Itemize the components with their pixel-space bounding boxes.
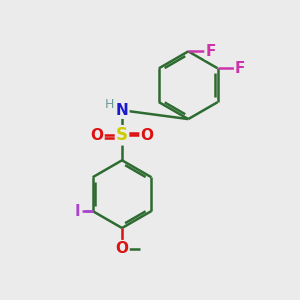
Text: H: H — [105, 98, 114, 111]
Text: S: S — [116, 126, 128, 144]
Text: F: F — [206, 44, 216, 59]
Text: N: N — [116, 103, 128, 118]
Text: O: O — [116, 241, 128, 256]
Text: O: O — [91, 128, 103, 143]
Text: O: O — [141, 128, 154, 143]
Text: F: F — [235, 61, 245, 76]
Text: I: I — [75, 204, 80, 219]
